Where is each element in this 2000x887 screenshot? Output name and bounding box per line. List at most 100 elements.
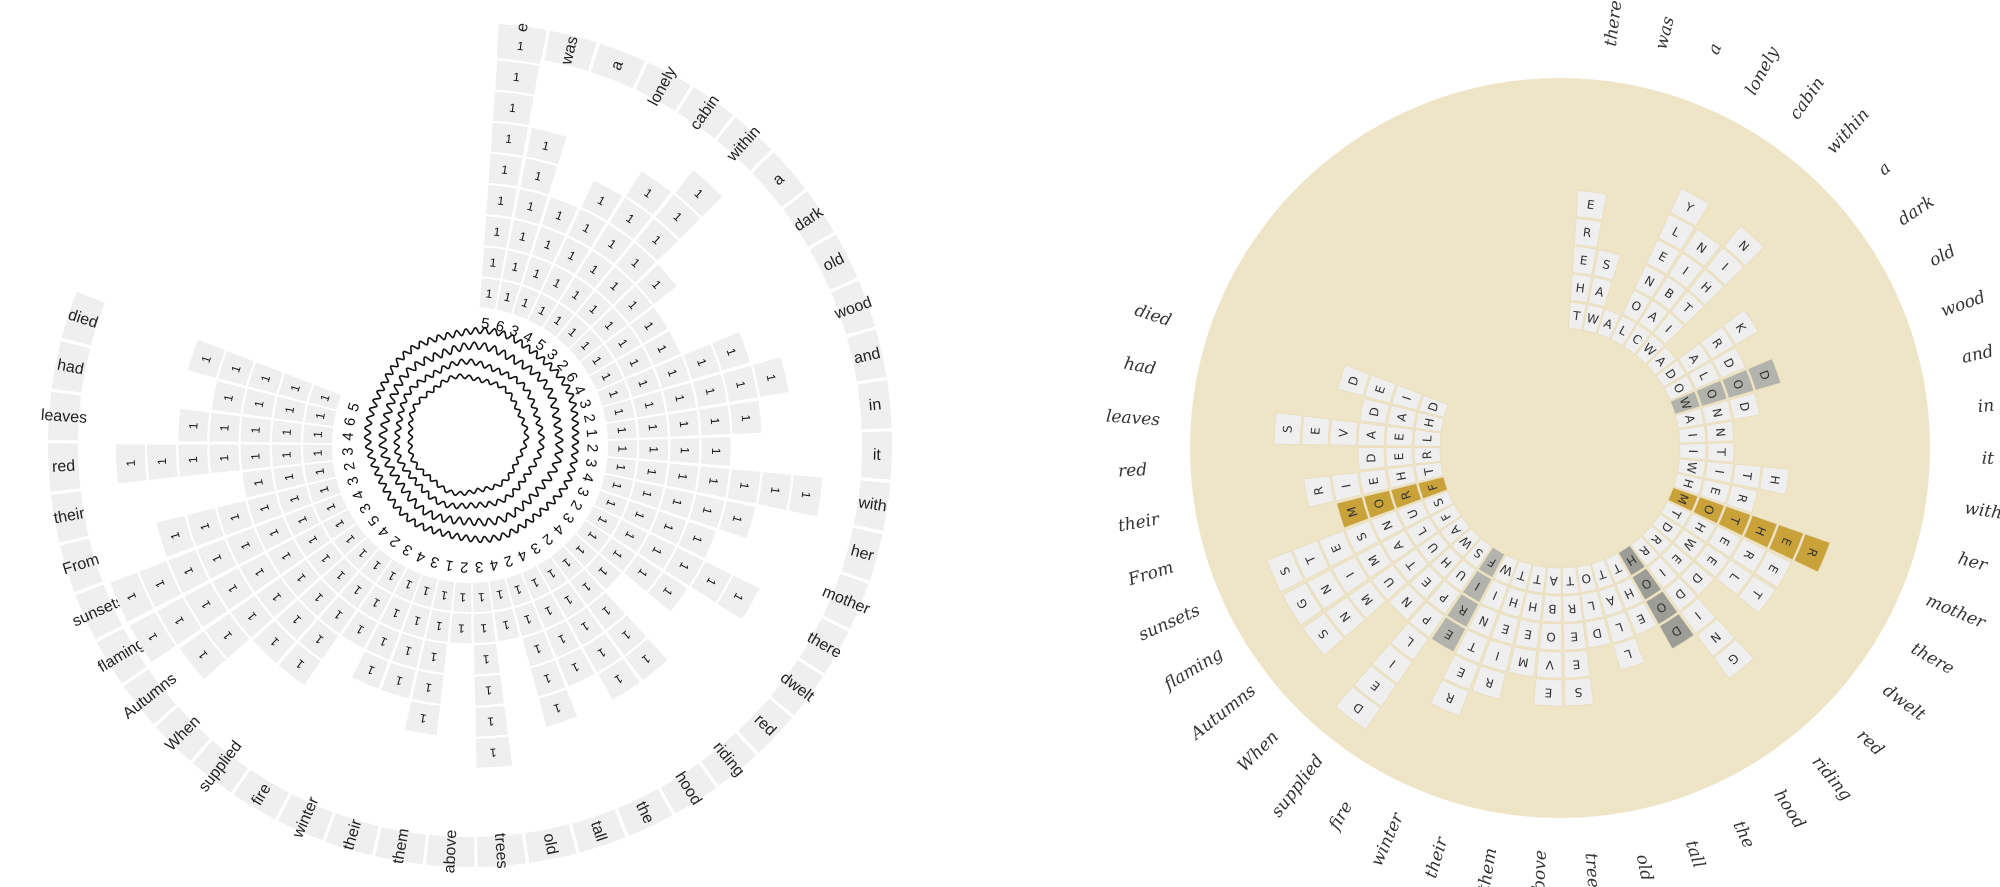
count-cell bbox=[333, 524, 367, 556]
letter-cell bbox=[1331, 556, 1369, 594]
inner-ring-digit: 3 bbox=[428, 552, 441, 571]
count-value: 1 bbox=[258, 373, 273, 384]
letter-cell bbox=[1405, 516, 1439, 547]
count-cell bbox=[115, 444, 147, 484]
count-cell bbox=[502, 250, 530, 284]
count-cell bbox=[494, 608, 520, 642]
count-cell bbox=[322, 509, 356, 540]
poem-word-script-label: flaming bbox=[1159, 644, 1227, 696]
outer-ring-cell bbox=[325, 813, 379, 856]
count-cell bbox=[638, 439, 669, 461]
count-value: 1 bbox=[730, 514, 745, 524]
count-value: 1 bbox=[644, 468, 659, 477]
count-cell bbox=[239, 553, 279, 592]
letter-cell bbox=[1663, 374, 1695, 401]
outer-ring-cell bbox=[635, 62, 691, 111]
inner-ring-digit: 4 bbox=[375, 523, 393, 541]
poem-word-script-label: tall bbox=[1681, 838, 1709, 871]
count-cell bbox=[568, 209, 606, 248]
count-value: 1 bbox=[186, 422, 200, 430]
letter-cell bbox=[1718, 505, 1751, 536]
count-cell bbox=[506, 573, 532, 607]
count-value: 1 bbox=[733, 380, 748, 390]
count-cell bbox=[489, 578, 512, 611]
count-cell bbox=[184, 582, 228, 627]
poem-word-script-label: cabin bbox=[1785, 74, 1828, 124]
letter-value: E bbox=[1366, 476, 1381, 486]
outer-ring-cell bbox=[617, 789, 673, 836]
letter-cell bbox=[1667, 487, 1699, 512]
inner-ring-digit: 4 bbox=[488, 555, 500, 573]
letter-value: I bbox=[1343, 570, 1357, 580]
count-cell bbox=[598, 658, 640, 700]
outer-ring-cell bbox=[96, 628, 147, 684]
count-cell bbox=[605, 457, 637, 479]
outer-ring-cell bbox=[375, 827, 426, 865]
letter-value: H bbox=[1507, 594, 1520, 610]
count-value: 1 bbox=[708, 417, 723, 425]
inner-ring-digit: 2 bbox=[583, 444, 600, 453]
letter-cell bbox=[1743, 515, 1778, 549]
poem-word-script-label: red bbox=[1118, 460, 1148, 482]
letter-cell bbox=[1508, 646, 1538, 677]
count-cell bbox=[303, 424, 334, 444]
count-value: 1 bbox=[669, 497, 684, 507]
count-value: 1 bbox=[228, 363, 243, 374]
count-cell bbox=[352, 651, 389, 689]
letter-cell bbox=[1726, 485, 1758, 513]
outer-ring-cell bbox=[48, 391, 82, 441]
count-value: 1 bbox=[503, 290, 513, 305]
letter-value: W bbox=[1677, 395, 1694, 411]
count-value: 1 bbox=[533, 169, 543, 184]
letter-value: O bbox=[1730, 378, 1746, 392]
count-cell bbox=[543, 303, 574, 337]
count-value: 1 bbox=[764, 373, 779, 383]
count-cell bbox=[404, 701, 440, 735]
letter-value: I bbox=[1400, 394, 1414, 402]
inner-ring-digit: 3 bbox=[344, 474, 363, 487]
count-cell bbox=[242, 469, 275, 498]
letter-cell bbox=[1430, 546, 1463, 579]
letter-value: O bbox=[1371, 497, 1387, 510]
count-cell bbox=[475, 705, 508, 737]
letter-value: I bbox=[1491, 588, 1500, 602]
count-cell bbox=[146, 444, 178, 480]
letter-value: T bbox=[1714, 447, 1728, 456]
inner-ring-digit: 4 bbox=[414, 547, 428, 566]
inner-ring-digit: 6 bbox=[341, 416, 359, 427]
count-cell bbox=[248, 362, 284, 394]
letter-cell bbox=[1331, 472, 1362, 502]
count-cell bbox=[488, 153, 523, 187]
count-cell bbox=[600, 474, 634, 499]
letter-cell bbox=[1646, 346, 1677, 376]
poem-word-script-label: the bbox=[1728, 818, 1758, 852]
count-value: 1 bbox=[317, 392, 332, 403]
poem-word-script-label: fire bbox=[1324, 798, 1357, 835]
right-radial-letter-diagram: there was a lonely cabin within a dark old wood an… bbox=[1000, 0, 2000, 887]
letter-cell bbox=[1418, 394, 1449, 418]
count-cell bbox=[381, 662, 416, 699]
letter-cell bbox=[1793, 533, 1831, 573]
count-cell bbox=[490, 122, 529, 156]
count-value: 1 bbox=[672, 393, 687, 403]
letter-value: H bbox=[1575, 281, 1586, 296]
inner-ring-digit: 1 bbox=[444, 556, 455, 574]
letter-cell bbox=[1661, 543, 1693, 576]
outer-ring-cell bbox=[278, 794, 333, 841]
count-cell bbox=[630, 307, 668, 344]
count-value: 1 bbox=[313, 411, 328, 421]
count-cell bbox=[650, 511, 687, 545]
outer-ring-cell bbox=[544, 30, 597, 72]
letter-value: D bbox=[1364, 453, 1378, 463]
count-cell bbox=[212, 568, 253, 610]
count-cell bbox=[576, 291, 612, 327]
letter-value: A bbox=[1394, 411, 1409, 423]
poem-word-label: trees bbox=[491, 832, 511, 869]
letter-cell bbox=[1626, 602, 1657, 636]
center-squiggle-ring bbox=[378, 341, 564, 527]
count-value: 1 bbox=[421, 583, 432, 598]
count-value: 1 bbox=[613, 463, 628, 472]
letter-cell bbox=[1301, 415, 1331, 446]
count-cell bbox=[557, 315, 589, 349]
count-value: 1 bbox=[280, 428, 294, 436]
